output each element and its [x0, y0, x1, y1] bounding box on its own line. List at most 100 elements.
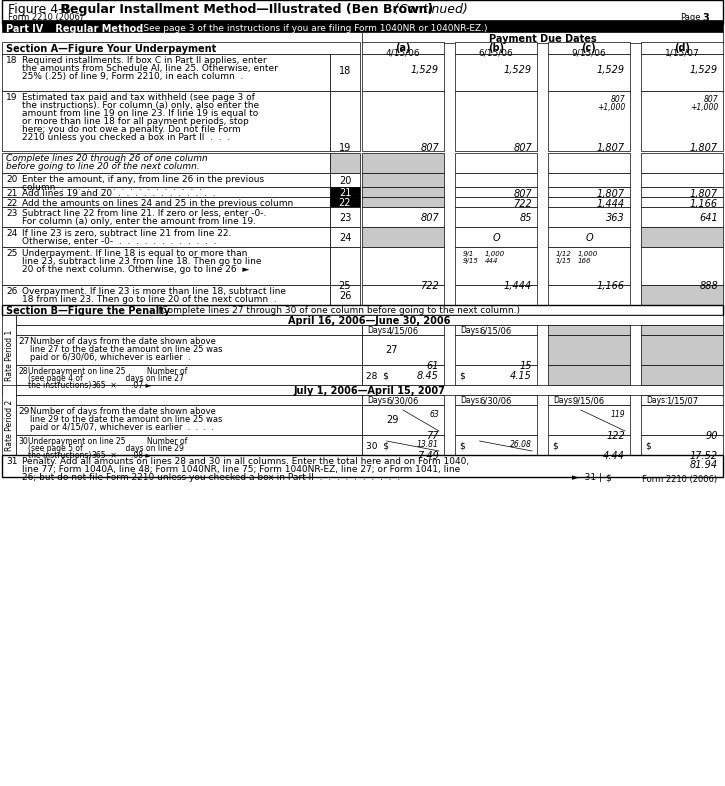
Text: 29: 29 — [18, 407, 30, 416]
Text: $: $ — [645, 442, 651, 450]
Bar — [641, 365, 723, 385]
Bar — [548, 54, 630, 91]
Text: July 1, 2006—April 15, 2007: July 1, 2006—April 15, 2007 — [294, 386, 445, 396]
Bar — [548, 247, 630, 285]
Bar — [548, 435, 630, 455]
Bar — [641, 325, 723, 335]
Text: 24: 24 — [339, 233, 351, 243]
Text: 9/1: 9/1 — [463, 251, 474, 257]
Text: 18: 18 — [6, 56, 17, 65]
Bar — [548, 365, 630, 385]
Bar — [362, 32, 723, 43]
Bar — [330, 173, 360, 187]
Text: Enter the amount, if any, from line 26 in the previous: Enter the amount, if any, from line 26 i… — [22, 175, 264, 184]
Text: Payment Due Dates: Payment Due Dates — [489, 34, 596, 44]
Bar — [548, 91, 630, 151]
Bar — [330, 153, 360, 173]
Bar — [455, 227, 537, 247]
Text: Section A—Figure Your Underpayment: Section A—Figure Your Underpayment — [6, 44, 216, 54]
Bar — [548, 187, 630, 197]
Text: (a): (a) — [395, 43, 411, 53]
Text: here; you do not owe a penalty. Do not file Form: here; you do not owe a penalty. Do not f… — [22, 125, 241, 134]
Text: Number of days from the date shown above: Number of days from the date shown above — [30, 337, 216, 346]
Text: 27: 27 — [386, 345, 398, 355]
Bar — [455, 325, 537, 335]
Bar — [455, 42, 537, 54]
Text: Form 2210 (2006): Form 2210 (2006) — [8, 13, 83, 22]
Bar — [2, 247, 330, 285]
Text: 9/15/06: 9/15/06 — [571, 49, 606, 58]
Text: 4/15/06: 4/15/06 — [386, 49, 420, 58]
Text: 25: 25 — [339, 281, 351, 291]
Text: Days:: Days: — [367, 396, 389, 405]
Bar — [16, 335, 362, 365]
Text: Days:: Days: — [553, 396, 575, 405]
Bar — [330, 54, 360, 91]
Text: Days:: Days: — [646, 396, 668, 405]
Text: (c): (c) — [581, 43, 597, 53]
Bar — [16, 395, 362, 405]
Text: 63: 63 — [429, 410, 439, 419]
Text: Regular Method: Regular Method — [52, 24, 144, 34]
Text: 4/15/06: 4/15/06 — [387, 326, 419, 335]
Text: 4.15: 4.15 — [510, 371, 532, 381]
Text: For column (a) only, enter the amount from line 19.: For column (a) only, enter the amount fr… — [22, 217, 256, 226]
Text: 23: 23 — [6, 209, 17, 218]
Bar — [455, 54, 537, 91]
Bar — [455, 405, 537, 435]
Bar — [16, 315, 723, 325]
Bar — [362, 365, 444, 385]
Text: 19: 19 — [339, 143, 351, 153]
Bar — [2, 20, 723, 32]
Text: Rate Period 1: Rate Period 1 — [4, 329, 14, 380]
Text: Days:: Days: — [367, 326, 389, 335]
Text: .07 ►: .07 ► — [131, 381, 152, 390]
Text: $: $ — [605, 473, 610, 482]
Text: Regular Installment Method—Illustrated (Ben Brown): Regular Installment Method—Illustrated (… — [56, 3, 434, 16]
Bar — [548, 405, 630, 435]
Text: 122: 122 — [606, 431, 625, 441]
Bar — [2, 42, 360, 54]
Text: 28  $: 28 $ — [366, 372, 389, 380]
Text: $: $ — [459, 442, 465, 450]
Bar — [330, 187, 360, 197]
Bar — [641, 42, 723, 54]
Text: 365: 365 — [91, 381, 106, 390]
Text: 166: 166 — [578, 258, 592, 264]
Text: 119: 119 — [610, 410, 625, 419]
Bar — [362, 395, 444, 405]
Bar — [641, 247, 723, 285]
Text: 25% (.25) of line 9, Form 2210, in each column  .: 25% (.25) of line 9, Form 2210, in each … — [22, 72, 244, 81]
Bar — [641, 435, 723, 455]
Text: 365: 365 — [91, 451, 106, 460]
Bar — [548, 227, 630, 247]
Text: $: $ — [552, 442, 558, 450]
Bar — [2, 305, 723, 315]
Text: 1,807: 1,807 — [690, 189, 718, 199]
Text: Days:: Days: — [460, 396, 481, 405]
Text: 1/15/07: 1/15/07 — [665, 49, 700, 58]
Text: Section B—Figure the Penalty: Section B—Figure the Penalty — [6, 306, 170, 316]
Text: 90: 90 — [705, 431, 718, 441]
Text: line 27 to the date the amount on line 25 was: line 27 to the date the amount on line 2… — [30, 345, 223, 354]
Bar — [362, 187, 444, 197]
Text: 15: 15 — [520, 361, 532, 371]
Text: or more than line 18 for all payment periods, stop: or more than line 18 for all payment per… — [22, 117, 249, 126]
Bar — [362, 207, 444, 227]
Text: 23: 23 — [339, 213, 351, 223]
Bar — [548, 335, 630, 365]
Bar — [455, 335, 537, 365]
Text: Form 2210 (2006): Form 2210 (2006) — [642, 475, 717, 484]
Bar — [548, 42, 630, 54]
Bar — [362, 54, 444, 91]
Bar — [2, 315, 16, 395]
Text: 1,807: 1,807 — [597, 189, 625, 199]
Text: the instructions)        ×: the instructions) × — [28, 451, 117, 460]
Bar — [362, 227, 444, 247]
Bar — [330, 91, 360, 151]
Text: (Complete lines 27 through 30 of one column before going to the next column.): (Complete lines 27 through 30 of one col… — [155, 306, 520, 315]
Text: 30: 30 — [18, 437, 28, 446]
Bar — [455, 207, 537, 227]
Bar — [2, 187, 330, 197]
Bar — [641, 197, 723, 207]
